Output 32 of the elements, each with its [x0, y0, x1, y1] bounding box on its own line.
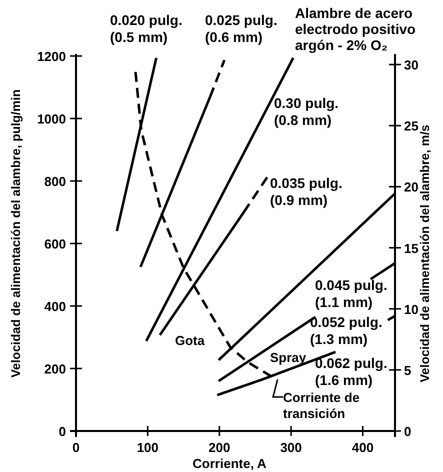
annotation: Corriente de transición [283, 390, 360, 421]
y-axis-title: Velocidad de alimentación del alambre, pulg/min [9, 89, 23, 378]
series-label: 0.035 pulg. (0.9 mm) [270, 175, 342, 208]
y2-tick-label: 25 [404, 118, 418, 134]
chart-title: Alambre de acero electrodo positivo argón - 2% O₂ [295, 5, 416, 53]
y-tick-label: 400 [44, 299, 66, 314]
y2-tick-label: 20 [404, 180, 418, 195]
y2-tick-label: 0 [404, 424, 412, 439]
x-tick-label: 0 [72, 440, 80, 455]
y-tick-label: 1000 [37, 112, 66, 126]
annotation: Gota [175, 333, 206, 348]
series-label: 0.30 pulg. (0.8 mm) [274, 95, 339, 128]
y2-tick-label: 15 [404, 240, 418, 256]
x-tick-label: 100 [136, 440, 159, 455]
y2-tick-label: 30 [404, 58, 418, 73]
series-label: 0.025 pulg. (0.6 mm) [205, 12, 278, 45]
series-label: 0.045 pulg. (1.1 mm) [315, 277, 388, 310]
y-tick-label: 200 [44, 362, 66, 376]
x-tick-label: 400 [352, 440, 374, 455]
y2-axis-title: Velocidad de alimentación del alambre, m/s [418, 124, 432, 382]
x-axis-title: Corriente, A [192, 456, 268, 471]
x-tick-label: 200 [208, 440, 230, 455]
y2-tick-label: 10 [404, 302, 418, 317]
y-tick-label: 600 [44, 236, 66, 252]
y-tick-label: 1200 [37, 49, 66, 64]
text: 0.020 pulg. (0.5 mm) [110, 12, 182, 45]
annotation: Spray [270, 350, 307, 365]
series-label: 0.062 pulg. (1.6 mm) [315, 355, 388, 388]
y-tick-label: 800 [44, 174, 66, 189]
y-tick-label: 0 [58, 424, 66, 439]
x-tick-label: 300 [280, 440, 302, 455]
y2-tick-label: 5 [404, 362, 412, 378]
